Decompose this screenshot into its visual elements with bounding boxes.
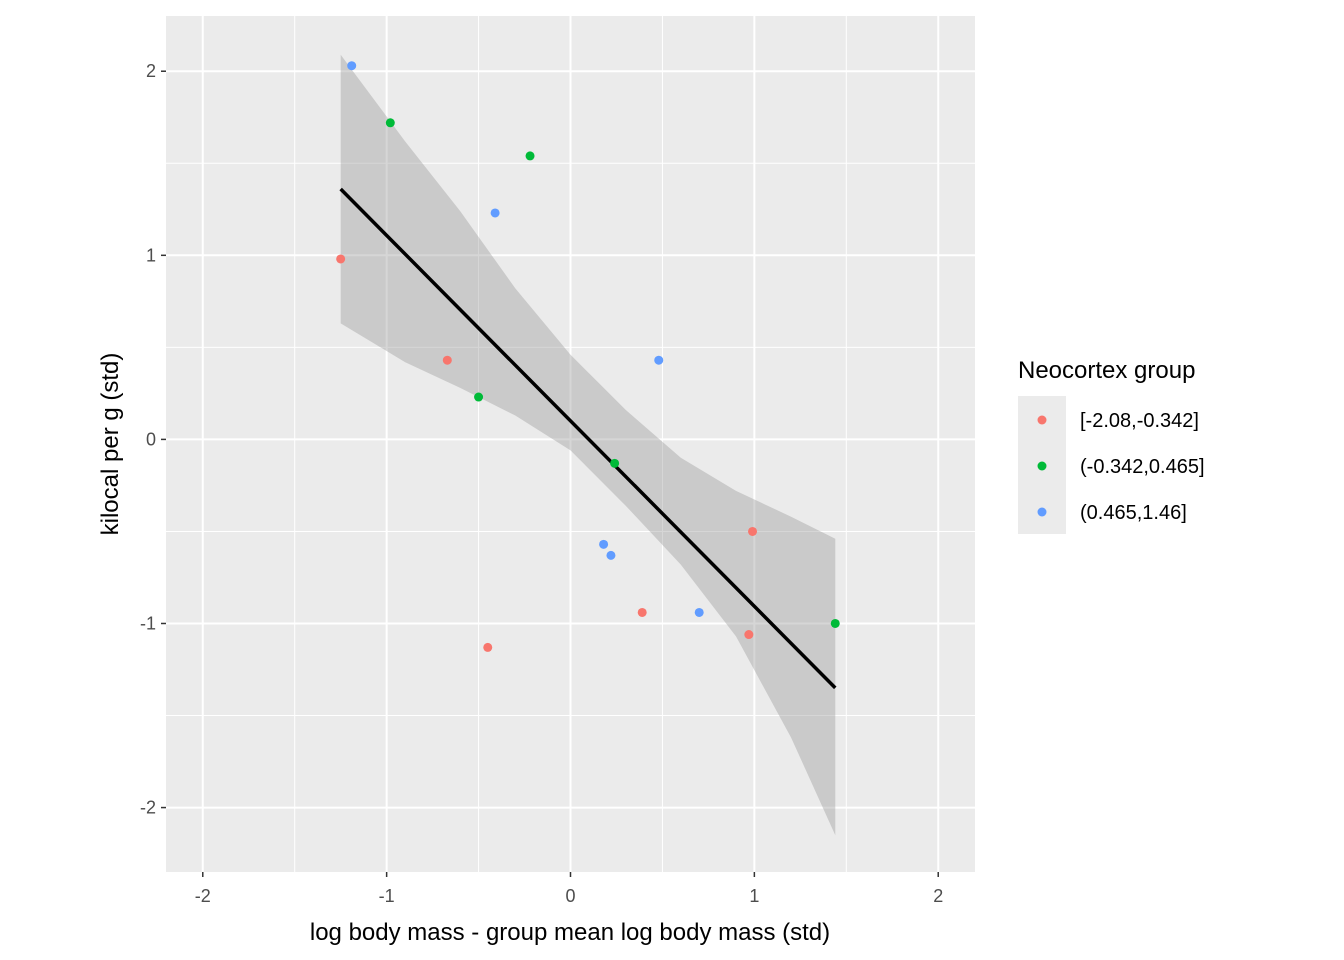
x-tick-label: -2	[195, 886, 211, 906]
x-tick-label: 0	[565, 886, 575, 906]
data-point-series-1	[637, 607, 647, 617]
regression-line	[339, 187, 837, 690]
legend: Neocortex group [-2.08,-0.342] (-0.342,0.…	[1018, 357, 1205, 534]
data-point-series-3	[654, 355, 664, 365]
major-grid	[166, 16, 975, 872]
x-axis-title: log body mass - group mean log body mass…	[310, 919, 830, 946]
y-tick-label: 1	[146, 245, 156, 265]
legend-label-1: [-2.08,-0.342]	[1080, 410, 1199, 432]
legend-label-3: (0.465,1.46]	[1080, 502, 1187, 524]
y-tick-label: 0	[146, 429, 156, 449]
data-point-series-3	[490, 208, 500, 218]
data-point-series-3	[606, 550, 616, 560]
data-point-series-2	[385, 118, 395, 128]
y-tick-label: 2	[146, 61, 156, 81]
data-point-series-1	[748, 526, 758, 536]
y-axis-title: kilocal per g (std)	[97, 353, 124, 536]
x-tick-label: 1	[749, 886, 759, 906]
legend-key-1	[1037, 415, 1047, 425]
legend-label-2: (-0.342,0.465]	[1080, 456, 1205, 478]
data-point-series-2	[830, 618, 840, 628]
legend-key-2	[1037, 461, 1047, 471]
x-tick-label: 2	[933, 886, 943, 906]
y-tick-label: -2	[140, 798, 156, 818]
x-axis-ticks: -2 -1 0 1 2	[195, 872, 943, 906]
fit-line-layer	[339, 187, 837, 690]
data-point-series-1	[483, 642, 493, 652]
legend-entries: [-2.08,-0.342] (-0.342,0.465] (0.465,1.46]	[1037, 410, 1205, 524]
data-point-series-3	[347, 61, 357, 71]
data-point-series-2	[610, 458, 620, 468]
data-point-series-3	[599, 539, 609, 549]
legend-title: Neocortex group	[1018, 357, 1195, 384]
legend-key-3	[1037, 507, 1047, 517]
confidence-band-layer	[340, 54, 836, 836]
data-point-series-1	[336, 254, 346, 264]
data-point-series-2	[474, 392, 484, 402]
y-tick-label: -1	[140, 613, 156, 633]
x-tick-label: -1	[379, 886, 395, 906]
data-point-series-2	[525, 151, 535, 161]
data-point-series-1	[744, 630, 754, 640]
data-point-series-3	[694, 607, 704, 617]
y-axis-ticks: -2 -1 0 1 2	[140, 61, 166, 818]
points-layer	[336, 61, 840, 652]
data-point-series-1	[442, 355, 452, 365]
confidence-band	[340, 54, 836, 836]
